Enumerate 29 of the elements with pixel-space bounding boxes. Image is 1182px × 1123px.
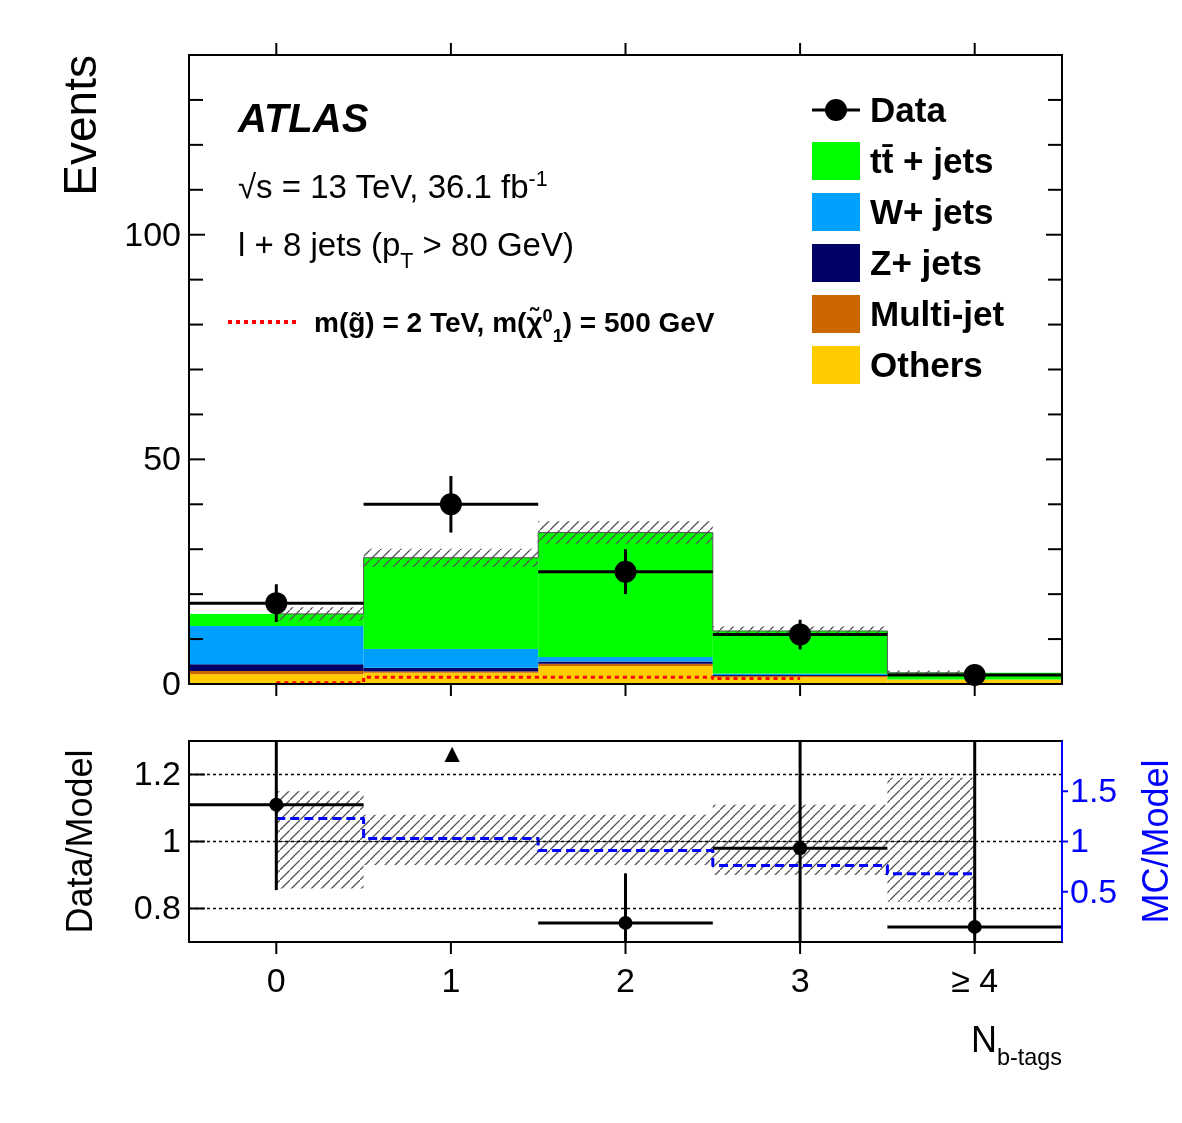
legend-label: tt̄ + jets: [870, 141, 994, 181]
annotation: ▲: [439, 738, 465, 768]
annotation: √s = 13 TeV, 36.1 fb$^{-1}$: [238, 167, 548, 205]
y-tick-label: 50: [143, 439, 181, 478]
x-tick-label: ≥ 4: [951, 961, 999, 1000]
y2-tick-label: 1.5: [1070, 771, 1118, 810]
y-tick-label: 0: [162, 663, 181, 702]
legend-label: m(g̃) = 2 TeV, m(χ̃$^{0}$$_{1}$) = 500 GeV: [314, 305, 715, 346]
x-tick-label: 3: [790, 961, 810, 1000]
y2-tick-label: 1: [1070, 821, 1089, 860]
y-tick-label: 100: [124, 214, 181, 253]
y-axis-title: Events: [54, 55, 106, 196]
legend-label: Multi-jet: [870, 294, 1005, 334]
annotation: l + 8 jets (p$_{T}$ > 80 GeV): [238, 226, 574, 273]
legend-label: Data: [870, 90, 947, 130]
x-tick-label: 1: [441, 961, 461, 1000]
legend-label: W+ jets: [870, 192, 994, 232]
legend-label: Others: [870, 345, 983, 385]
y2-axis-title: MC/Model: [1135, 759, 1176, 924]
x-axis-title: N$_{b-tags}$: [970, 1019, 1062, 1070]
annotation: ATLAS: [237, 96, 369, 140]
legend-label: Z+ jets: [870, 243, 982, 283]
y-tick-label: 1: [162, 821, 181, 860]
y-tick-label: 0.8: [133, 888, 181, 927]
y-tick-label: 1.2: [133, 754, 181, 793]
x-tick-label: 2: [616, 961, 635, 1000]
y-axis-title: Data/Model: [59, 749, 100, 934]
x-tick-label: 0: [266, 961, 286, 1000]
y2-tick-label: 0.5: [1070, 871, 1118, 910]
